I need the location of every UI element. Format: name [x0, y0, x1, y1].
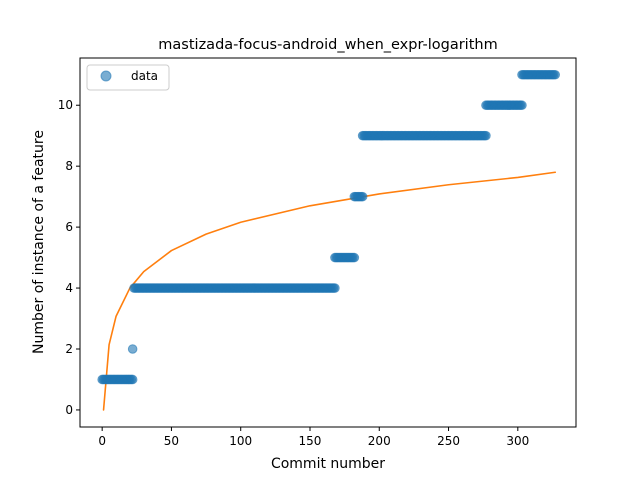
data-point: [358, 192, 367, 201]
data-point: [551, 70, 560, 79]
x-tick-label: 250: [437, 434, 460, 448]
x-axis-label: Commit number: [271, 456, 385, 472]
y-tick-label: 10: [58, 98, 73, 112]
legend-label-data: data: [131, 69, 158, 83]
y-tick-label: 6: [65, 220, 73, 234]
data-point: [518, 101, 527, 110]
legend-marker: [101, 71, 111, 81]
data-point: [331, 284, 340, 293]
y-tick-label: 8: [65, 159, 73, 173]
data-point: [482, 131, 491, 140]
x-tick-label: 200: [368, 434, 391, 448]
x-tick-label: 150: [299, 434, 322, 448]
data-point: [350, 253, 359, 262]
legend: data: [87, 65, 169, 90]
y-tick-label: 2: [65, 342, 73, 356]
x-tick-label: 0: [98, 434, 106, 448]
y-axis-label: Number of instance of a feature: [31, 130, 47, 354]
chart-title: mastizada-focus-android_when_expr-logari…: [158, 37, 497, 53]
y-tick-label: 0: [65, 403, 73, 417]
x-tick-label: 300: [506, 434, 529, 448]
plot-background: [80, 58, 576, 427]
x-tick-label: 100: [229, 434, 252, 448]
data-point: [128, 375, 137, 384]
y-tick-label: 4: [65, 281, 73, 295]
data-point: [128, 345, 137, 354]
x-tick-label: 50: [164, 434, 179, 448]
plot-area: [80, 58, 576, 427]
